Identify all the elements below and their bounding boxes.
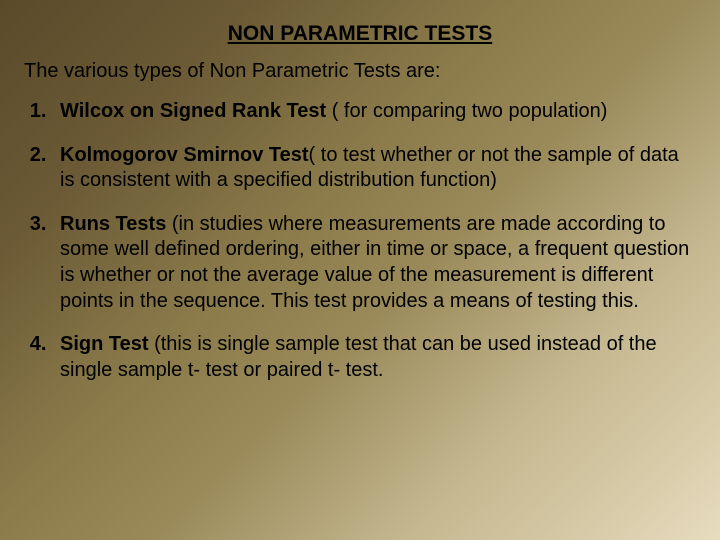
intro-text: The various types of Non Parametric Test… — [24, 60, 696, 83]
slide-container: NON PARAMETRIC TESTS The various types o… — [0, 0, 720, 540]
list-item: Wilcox on Signed Rank Test ( for compari… — [52, 99, 696, 125]
list-item: Runs Tests (in studies where measurement… — [52, 212, 696, 314]
test-name: Kolmogorov Smirnov Test — [60, 144, 309, 166]
test-name: Wilcox on Signed Rank Test — [60, 100, 332, 122]
slide-title: NON PARAMETRIC TESTS — [24, 22, 696, 46]
test-name: Runs Tests — [60, 213, 172, 235]
list-item: Kolmogorov Smirnov Test( to test whether… — [52, 143, 696, 194]
test-list: Wilcox on Signed Rank Test ( for compari… — [24, 99, 696, 383]
test-name: Sign Test — [60, 333, 154, 355]
list-item: Sign Test (this is single sample test th… — [52, 332, 696, 383]
test-desc: ( for comparing two population) — [332, 100, 608, 122]
